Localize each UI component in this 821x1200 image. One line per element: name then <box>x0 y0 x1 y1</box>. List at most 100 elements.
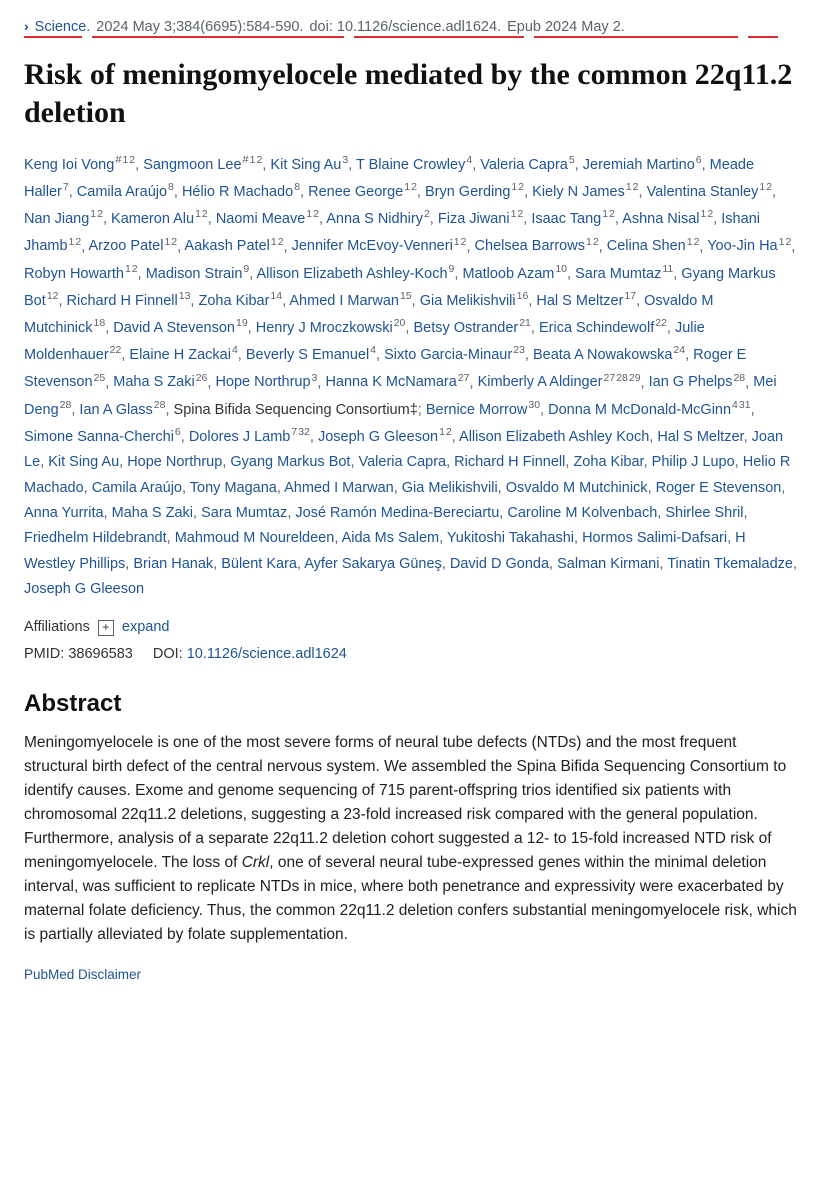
author[interactable]: Madison Strain9 <box>146 266 250 282</box>
author[interactable]: Zoha Kibar14 <box>198 293 282 309</box>
author[interactable]: Arzoo Patel12 <box>88 238 177 254</box>
author[interactable]: Aakash Patel12 <box>184 238 283 254</box>
author[interactable]: Kit Sing Au <box>48 454 119 470</box>
author[interactable]: Joseph G Gleeson <box>24 581 144 597</box>
author[interactable]: Celina Shen12 <box>607 238 700 254</box>
author-separator: , <box>135 157 143 173</box>
author[interactable]: Sixto Garcia-Minaur23 <box>384 347 525 363</box>
author[interactable]: Dolores J Lamb732 <box>189 429 310 445</box>
author-separator: , <box>249 266 256 282</box>
author[interactable]: Yoo-Jin Ha12 <box>707 238 791 254</box>
author[interactable]: Valentina Stanley12 <box>647 184 772 200</box>
author[interactable]: Erica Schindewolf22 <box>539 320 667 336</box>
author[interactable]: Valeria Capra <box>359 454 447 470</box>
author[interactable]: Donna M McDonald-McGinn431 <box>548 402 750 418</box>
author[interactable]: Hélio R Machado8 <box>182 184 300 200</box>
author[interactable]: Bülent Kara <box>221 556 297 572</box>
doi-link[interactable]: 10.1126/science.adl1624 <box>187 646 347 662</box>
author[interactable]: Beata A Nowakowska24 <box>533 347 685 363</box>
author[interactable]: Ayfer Sakarya Güneş <box>304 556 442 572</box>
author[interactable]: Friedhelm Hildebrandt <box>24 530 167 546</box>
plus-icon[interactable]: + <box>98 620 114 636</box>
author[interactable]: Jeremiah Martino6 <box>583 157 702 173</box>
author[interactable]: Richard H Finnell <box>454 454 565 470</box>
author[interactable]: Camila Araújo8 <box>77 184 174 200</box>
author[interactable]: Gia Melikishvili16 <box>420 293 529 309</box>
author[interactable]: Camila Araújo <box>92 480 182 496</box>
author[interactable]: Hormos Salimi-Dafsari <box>582 530 727 546</box>
author[interactable]: T Blaine Crowley4 <box>356 157 472 173</box>
author[interactable]: Salman Kirmani <box>557 556 659 572</box>
author[interactable]: Tony Magana <box>190 480 277 496</box>
author[interactable]: Matloob Azam10 <box>462 266 567 282</box>
author[interactable]: Hope Northrup <box>127 454 222 470</box>
journal-link[interactable]: Science. <box>35 17 91 38</box>
author[interactable]: Gia Melikishvili <box>402 480 498 496</box>
author[interactable]: José Ramón Medina-Bereciartu <box>295 505 499 521</box>
author[interactable]: Renee George12 <box>308 184 417 200</box>
author[interactable]: Anna S Nidhiry2 <box>326 211 430 227</box>
author[interactable]: Ahmed I Marwan15 <box>289 293 411 309</box>
article-title: Risk of meningomyelocele mediated by the… <box>24 56 797 131</box>
author[interactable]: Elaine H Zackai4 <box>129 347 237 363</box>
author[interactable]: Brian Hanak <box>133 556 213 572</box>
author[interactable]: Kit Sing Au3 <box>270 157 348 173</box>
author[interactable]: Ahmed I Marwan <box>284 480 394 496</box>
pubmed-disclaimer[interactable]: PubMed Disclaimer <box>24 965 797 985</box>
author[interactable]: Valeria Capra5 <box>480 157 574 173</box>
author[interactable]: Henry J Mroczkowski20 <box>256 320 406 336</box>
author[interactable]: Simone Sanna-Cherchi6 <box>24 429 181 445</box>
author[interactable]: Allison Elizabeth Ashley Koch <box>459 429 649 445</box>
author[interactable]: Ian A Glass28 <box>79 402 165 418</box>
author[interactable]: Mahmoud M Noureldeen <box>175 530 335 546</box>
expand-affiliations[interactable]: expand <box>122 619 170 635</box>
author[interactable]: Philip J Lupo <box>652 454 735 470</box>
author[interactable]: Beverly S Emanuel4 <box>246 347 376 363</box>
author[interactable]: Anna Yurrita <box>24 505 104 521</box>
author[interactable]: Kameron Alu12 <box>111 211 208 227</box>
author[interactable]: Osvaldo M Mutchinick <box>506 480 648 496</box>
author[interactable]: Joseph G Gleeson12 <box>318 429 452 445</box>
author[interactable]: Caroline M Kolvenbach <box>507 505 657 521</box>
author[interactable]: Nan Jiang12 <box>24 211 103 227</box>
author[interactable]: Kiely N James12 <box>532 184 638 200</box>
author[interactable]: Jennifer McEvoy-Venneri12 <box>292 238 467 254</box>
author[interactable]: Betsy Ostrander21 <box>413 320 530 336</box>
author[interactable]: Ian G Phelps28 <box>649 374 746 390</box>
author[interactable]: Hanna K McNamara27 <box>325 374 469 390</box>
author[interactable]: Isaac Tang12 <box>531 211 615 227</box>
author[interactable]: Sara Mumtaz <box>201 505 287 521</box>
author[interactable]: Kimberly A Aldinger272829 <box>478 374 641 390</box>
author[interactable]: Keng Ioi Vong#12 <box>24 157 135 173</box>
citation-block: › Science. 2024 May 3;384(6695):584-590.… <box>24 16 797 38</box>
author[interactable]: Allison Elizabeth Ashley-Koch9 <box>257 266 455 282</box>
author[interactable]: Sara Mumtaz11 <box>575 266 673 282</box>
author[interactable]: Yukitoshi Takahashi <box>447 530 574 546</box>
author[interactable]: Gyang Markus Bot <box>230 454 350 470</box>
red-underline-segment <box>748 36 778 38</box>
author[interactable]: Bernice Morrow30 <box>426 402 540 418</box>
author[interactable]: Naomi Meave12 <box>216 211 319 227</box>
author[interactable]: Fiza Jiwani12 <box>438 211 523 227</box>
abstract-text: Meningomyelocele is one of the most seve… <box>24 731 797 947</box>
author[interactable]: David A Stevenson19 <box>113 320 247 336</box>
author[interactable]: Robyn Howarth12 <box>24 266 138 282</box>
author[interactable]: Hal S Meltzer17 <box>536 293 636 309</box>
author[interactable]: Ashna Nisal12 <box>622 211 713 227</box>
author[interactable]: Richard H Finnell13 <box>67 293 191 309</box>
author[interactable]: Chelsea Barrows12 <box>475 238 599 254</box>
author[interactable]: Aida Ms Salem <box>342 530 440 546</box>
author[interactable]: Shirlee Shril <box>665 505 743 521</box>
author[interactable]: Zoha Kibar <box>573 454 643 470</box>
author[interactable]: Bryn Gerding12 <box>425 184 524 200</box>
author[interactable]: David D Gonda <box>450 556 549 572</box>
author[interactable]: Maha S Zaki <box>112 505 193 521</box>
author[interactable]: Hal S Meltzer <box>657 429 743 445</box>
author[interactable]: Roger E Stevenson <box>656 480 782 496</box>
author-separator: , <box>430 211 438 227</box>
author-separator: , <box>549 556 557 572</box>
author[interactable]: Maha S Zaki26 <box>113 374 207 390</box>
author[interactable]: Hope Northrup3 <box>215 374 317 390</box>
author[interactable]: Tinatin Tkemaladze <box>667 556 793 572</box>
author[interactable]: Sangmoon Lee#12 <box>143 157 262 173</box>
